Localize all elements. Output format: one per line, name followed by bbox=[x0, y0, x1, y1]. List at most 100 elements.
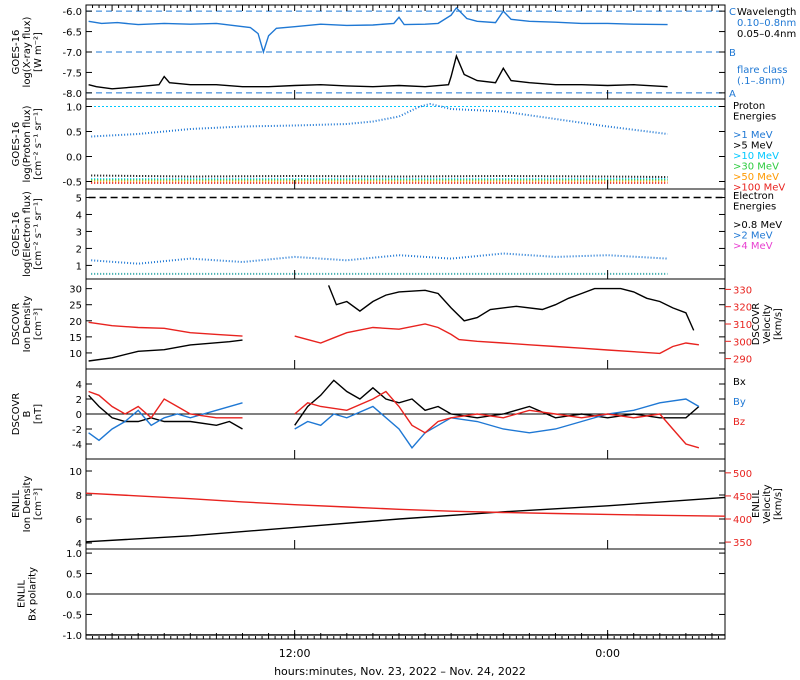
right-y-tick-label: 290 bbox=[733, 355, 752, 366]
legend-entry: >100 MeV bbox=[733, 183, 785, 194]
y-axis-label: log(X-ray flux) bbox=[22, 16, 33, 87]
series-dscovr-bfield-bz bbox=[294, 390, 700, 449]
legend-entry: >50 MeV bbox=[733, 172, 779, 183]
series-enlil-density-velocity bbox=[85, 492, 726, 517]
series-enlil-density-density bbox=[85, 496, 726, 543]
y-tick-label: -0.5 bbox=[62, 610, 82, 621]
y-tick-label: 15 bbox=[69, 333, 82, 344]
y-axis-label: [cm⁻² s⁻¹ sr⁻¹] bbox=[33, 198, 44, 270]
legend-entry: Proton bbox=[733, 101, 765, 112]
y-axis-label: GOES-16 bbox=[11, 30, 22, 75]
series-goes-proton--1-mev bbox=[91, 102, 668, 138]
right-y-tick-label: 300 bbox=[733, 337, 752, 348]
legend-entry: >5 MeV bbox=[733, 141, 773, 152]
y-tick-label: -2 bbox=[72, 425, 82, 436]
y-axis-label: [W m⁻²] bbox=[33, 32, 44, 72]
y-axis-label: log(Proton flux) bbox=[22, 105, 33, 182]
legend-entry: flare class bbox=[737, 65, 787, 76]
legend-entry: 0.10–0.8nm bbox=[737, 18, 796, 29]
y-tick-label: -8.0 bbox=[62, 89, 82, 100]
x-tick-label: 12:00 bbox=[279, 647, 311, 660]
y-tick-label: -0.5 bbox=[62, 178, 82, 189]
y-tick-label: 5 bbox=[76, 193, 82, 204]
y-tick-label: 2 bbox=[76, 395, 82, 406]
right-y-tick-label: 350 bbox=[733, 538, 752, 549]
y-tick-label: 0.5 bbox=[66, 570, 82, 581]
series-goes-electron--2-mev bbox=[91, 252, 668, 265]
series-dscovr-density-velocity bbox=[294, 323, 699, 355]
legend-entry: Bx bbox=[733, 377, 746, 388]
series-goes-proton--5-mev bbox=[91, 174, 668, 178]
right-y-tick-label: 320 bbox=[733, 303, 752, 314]
y-axis-label: DSCOVR bbox=[11, 303, 22, 346]
series-dscovr-density-density bbox=[88, 339, 243, 362]
right-y-tick-label: 310 bbox=[733, 320, 752, 331]
right-y-axis-label: ENLIL bbox=[751, 490, 762, 518]
y-axis-label: [cm⁻³] bbox=[33, 488, 44, 520]
legend-entry: Wavelength bbox=[737, 7, 796, 18]
y-tick-label: 4 bbox=[76, 210, 82, 221]
y-tick-label: 0.0 bbox=[66, 153, 82, 164]
legend-entry: (.1–.8nm) bbox=[737, 76, 785, 87]
flare-class-label: A bbox=[729, 89, 736, 100]
y-tick-label: 10 bbox=[69, 349, 82, 360]
panel-frame-dscovr-density bbox=[85, 278, 726, 370]
right-y-tick-label: 450 bbox=[733, 492, 752, 503]
y-axis-label: Ion Density bbox=[22, 296, 33, 353]
y-axis-label: [cm⁻² s⁻¹ sr⁻¹] bbox=[33, 108, 44, 180]
y-tick-label: -4 bbox=[72, 440, 82, 451]
right-y-tick-label: 400 bbox=[733, 515, 752, 526]
right-y-tick-label: 330 bbox=[733, 285, 752, 296]
y-tick-label: 2 bbox=[76, 244, 82, 255]
legend-entry: 0.05–0.4nm bbox=[737, 29, 796, 40]
y-axis-label: DSCOVR bbox=[11, 393, 22, 436]
legend-entry: Electron bbox=[733, 191, 774, 202]
legend-entry: >4 MeV bbox=[733, 241, 773, 252]
flare-class-label: B bbox=[729, 48, 736, 59]
y-axis-label: Bx polarity bbox=[28, 567, 39, 621]
legend-entry: >0.8 MeV bbox=[733, 220, 782, 231]
y-tick-label: -7.5 bbox=[62, 68, 82, 79]
right-y-axis-label: DSCOVR bbox=[751, 303, 762, 346]
right-y-axis-label: [km/s] bbox=[773, 488, 784, 520]
y-tick-label: -7.0 bbox=[62, 48, 82, 59]
right-y-axis-label: Velocity bbox=[762, 484, 773, 523]
y-tick-label: 1.0 bbox=[66, 103, 82, 114]
series-goes-xray-0-05-0-4nm bbox=[88, 53, 668, 90]
legend-entry: By bbox=[733, 397, 746, 408]
flare-class-label: C bbox=[729, 7, 736, 18]
axes bbox=[85, 5, 731, 639]
y-axis-label: Ion Density bbox=[22, 476, 33, 533]
legend-entry: >1 MeV bbox=[733, 130, 773, 141]
series-dscovr-density-velocity bbox=[88, 321, 243, 337]
y-tick-label: 8 bbox=[76, 491, 82, 502]
right-y-axis-label: [km/s] bbox=[773, 308, 784, 340]
y-tick-label: 0.0 bbox=[66, 590, 82, 601]
y-tick-label: 4 bbox=[76, 539, 82, 550]
y-tick-label: 6 bbox=[76, 515, 82, 526]
series-dscovr-bfield-bx bbox=[294, 379, 700, 426]
y-axis-label: ENLIL bbox=[11, 490, 22, 518]
legend-entry: Energies bbox=[733, 112, 776, 123]
panel-frame-goes-electron bbox=[85, 188, 726, 280]
legend-entry: >10 MeV bbox=[733, 151, 779, 162]
series-goes-xray-0-10-0-8nm bbox=[88, 6, 668, 55]
y-tick-label: -6.5 bbox=[62, 28, 82, 39]
y-tick-label: -1.0 bbox=[62, 631, 82, 642]
chart-series bbox=[85, 6, 726, 636]
y-tick-label: 3 bbox=[76, 227, 82, 238]
legend-entry: Bz bbox=[733, 417, 745, 428]
y-tick-label: 10 bbox=[69, 467, 82, 478]
series-dscovr-bfield-bz bbox=[88, 390, 243, 419]
y-axis-label: GOES-16 bbox=[11, 122, 22, 167]
y-axis-label: log(Electron flux) bbox=[22, 191, 33, 277]
series-dscovr-density-density bbox=[327, 285, 695, 331]
y-tick-label: 1.0 bbox=[66, 549, 82, 560]
legend-entry: >30 MeV bbox=[733, 162, 779, 173]
y-axis-label: ENLIL bbox=[17, 580, 28, 608]
y-tick-label: 1 bbox=[76, 261, 82, 272]
panel-frames bbox=[85, 4, 726, 640]
right-y-tick-label: 500 bbox=[733, 469, 752, 480]
